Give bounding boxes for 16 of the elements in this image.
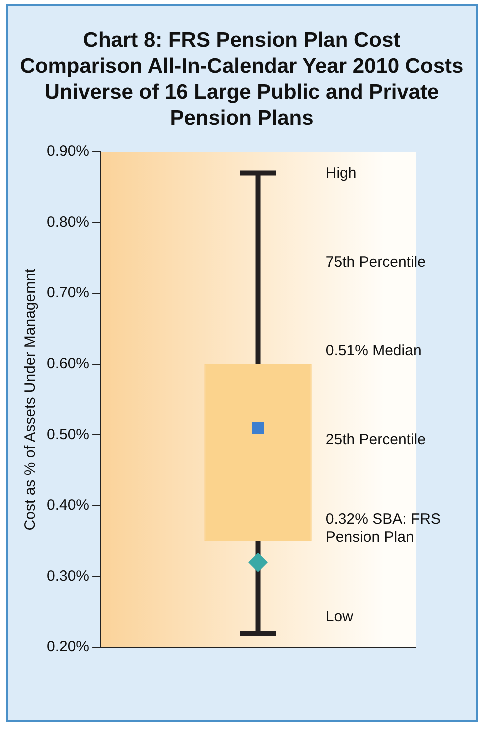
y-tick-label: 0.40% bbox=[46, 497, 90, 514]
y-tick-label: 0.90% bbox=[46, 143, 90, 160]
y-tick-label: 0.50% bbox=[46, 426, 90, 444]
annotation: 0.32% SBA: FRS Pension Plan bbox=[326, 511, 441, 546]
y-tick-label: 0.70% bbox=[46, 284, 90, 302]
annotation: 25th Percentile bbox=[326, 431, 426, 448]
annotation: High bbox=[326, 165, 357, 182]
y-tick-label: 0.80% bbox=[46, 214, 90, 231]
annotation: Low bbox=[326, 608, 354, 626]
y-axis-title: Cost as % of Assets Under Managemnt bbox=[22, 268, 40, 531]
annotation: 0.51% Median bbox=[326, 342, 422, 360]
y-tick-label: 0.60% bbox=[46, 356, 90, 373]
annotation: 75th Percentile bbox=[326, 254, 426, 271]
y-tick-label: 0.30% bbox=[46, 568, 90, 585]
chart-title: Chart 8: FRS Pension Plan Cost Comparison All-In-Calendar Year 2010 Costs Universe of 16 Large Public and Private Pension Plans bbox=[20, 28, 464, 132]
y-tick-label: 0.20% bbox=[46, 638, 90, 656]
